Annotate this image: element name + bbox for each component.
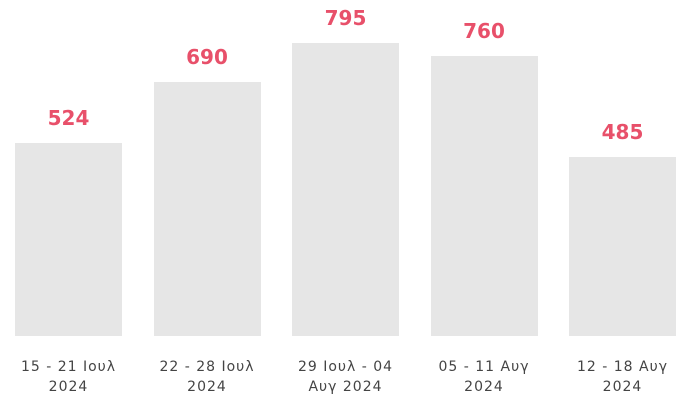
bar (569, 157, 676, 336)
x-tick-label: 29 Ιουλ - 04 Αυγ 2024 (297, 359, 394, 395)
x-tick-label: 12 - 18 Αυγ 2024 (577, 359, 668, 395)
x-tick-label: 05 - 11 Αυγ 2024 (438, 359, 530, 395)
bar (15, 142, 122, 336)
x-tick-label: 15 - 21 Ιουλ 2024 (20, 359, 117, 395)
value-label: 485 (601, 120, 644, 145)
value-label: 690 (186, 44, 228, 69)
value-label: 760 (463, 18, 505, 43)
bar (153, 81, 261, 336)
bar (292, 43, 399, 336)
x-tick-label: 22 - 28 Ιουλ 2024 (159, 359, 255, 395)
value-label: 795 (324, 6, 367, 30)
value-label: 524 (47, 105, 90, 130)
bar (430, 55, 538, 336)
